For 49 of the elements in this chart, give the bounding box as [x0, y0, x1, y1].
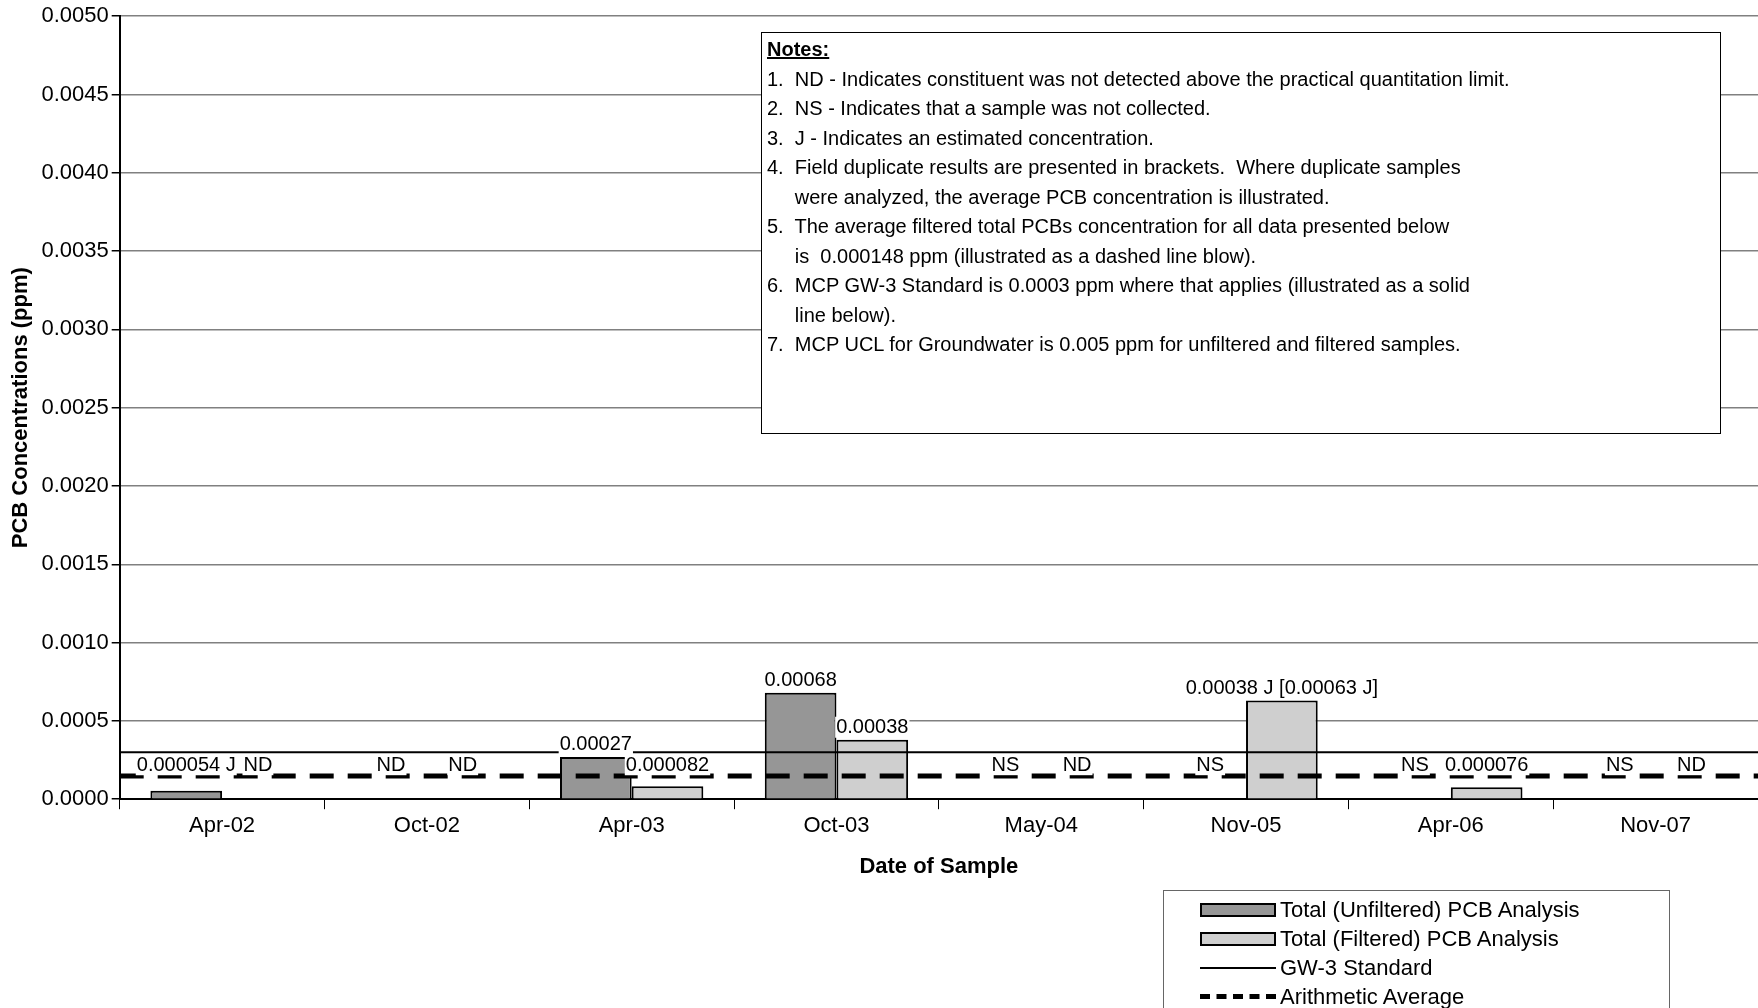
annotation: 7. MCP UCL for Groundwater is 0.005 ppm for unfiltered and filtered samples.	[767, 332, 1462, 357]
y-tick-label: 0.0005	[41, 706, 109, 732]
annotation: Notes:	[767, 37, 831, 62]
y-tick-label: 0.0025	[41, 393, 109, 419]
y-tick-label: 0.0040	[41, 158, 109, 184]
annotation: 4. Field duplicate results are presented in brackets. Where duplicate samples were analyzed, the average PCB concentration is illustrated.	[767, 155, 1462, 210]
x-tick-label: Oct-03	[803, 812, 870, 838]
x-tick-label: Apr-02	[189, 812, 256, 838]
x-tick-label: Nov-07	[1620, 812, 1692, 838]
legend-label: GW-3 Standard	[1280, 954, 1433, 981]
text: NS	[1401, 752, 1429, 775]
data-label: 0.000054 J	[136, 752, 236, 775]
text: ND	[448, 752, 478, 775]
annotation: 6. MCP GW-3 Standard is 0.0003 ppm where that applies (illustrated as a solid line below).	[767, 273, 1471, 328]
x-axis-title: Date of Sample	[859, 852, 1019, 878]
text: NS	[991, 752, 1020, 775]
data-label: 0.00038 J [0.00063 J]	[1185, 676, 1379, 699]
text: NS	[1196, 752, 1225, 775]
text: ND	[1062, 752, 1092, 775]
text: NS	[1605, 752, 1634, 775]
legend-label: Arithmetic Average	[1280, 983, 1465, 1008]
y-tick-label: 0.0035	[41, 237, 109, 263]
annotation: 1. ND - Indicates constituent was not detected above the practical quantitation limit.	[767, 66, 1511, 92]
data-label: 0.000082	[625, 752, 710, 775]
y-tick-label: 0.0050	[41, 2, 109, 28]
y-tick-label: 0.0015	[41, 550, 109, 576]
x-tick-label: Nov-05	[1210, 812, 1282, 838]
text: ND	[376, 752, 406, 775]
x-tick-label: May-04	[1004, 812, 1078, 838]
data-label: 0.000076	[1444, 752, 1529, 775]
data-label: 0.00027	[559, 732, 632, 755]
data-label: 0.00038	[836, 715, 909, 738]
text: ND	[243, 752, 273, 775]
y-axis-title: PCB Concentrations (ppm)	[7, 267, 33, 549]
x-tick-label: Oct-02	[393, 812, 460, 838]
y-tick-label: 0.0020	[41, 472, 109, 498]
annotation: 2. NS - Indicates that a sample was not collected.	[767, 96, 1212, 121]
x-tick-label: Apr-06	[1417, 812, 1484, 838]
text: ND	[1677, 752, 1706, 775]
annotation: 3. J - Indicates an estimated concentration.	[767, 125, 1155, 151]
annotation: 5. The average filtered total PCBs concentration for all data presented below is 0.000148 ppm (illustrated as a dashed line blow).	[767, 214, 1451, 269]
x-tick-label: Apr-03	[598, 812, 665, 838]
y-tick-label: 0.0030	[41, 315, 109, 341]
y-tick-label: 0.0000	[41, 785, 109, 811]
legend-label: Total (Filtered) PCB Analysis	[1280, 925, 1559, 952]
y-tick-label: 0.0010	[41, 628, 109, 654]
legend-label: Total (Unfiltered) PCB Analysis	[1280, 896, 1580, 923]
y-tick-label: 0.0045	[41, 80, 109, 106]
data-label: 0.00068	[764, 668, 837, 691]
